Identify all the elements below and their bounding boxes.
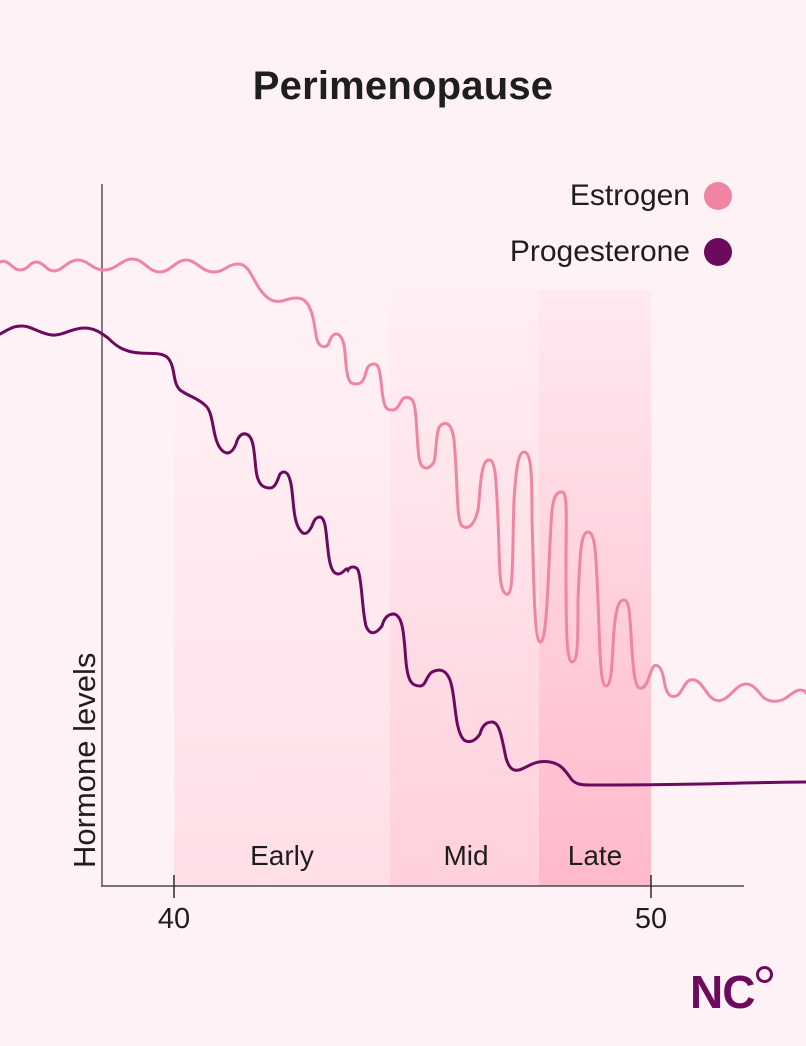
legend-label-progesterone: Progesterone (509, 235, 690, 268)
x-tick-label-40: 40 (157, 903, 191, 935)
band-mid (390, 290, 539, 886)
band-early (174, 290, 390, 886)
y-axis-label: Hormone levels (67, 652, 102, 868)
band-label-mid: Mid (443, 840, 489, 871)
legend-item-estrogen: Estrogen (570, 178, 732, 214)
x-tick-label-50: 50 (634, 903, 668, 935)
legend: Estrogen Progesterone (510, 178, 732, 270)
estrogen-line (0, 257, 806, 703)
band-label-early: Early (250, 840, 314, 871)
legend-item-progesterone: Progesterone (510, 234, 732, 270)
estrogen-dot-icon (704, 182, 732, 210)
progesterone-dot-icon (704, 238, 732, 266)
band-late (539, 290, 651, 886)
band-label-late: Late (567, 840, 623, 871)
legend-label-estrogen: Estrogen (569, 179, 690, 212)
chart-title: Perimenopause (252, 64, 554, 108)
logo-ring-icon (756, 966, 773, 983)
nc-logo: NC (690, 966, 755, 1018)
progesterone-line (0, 324, 806, 787)
